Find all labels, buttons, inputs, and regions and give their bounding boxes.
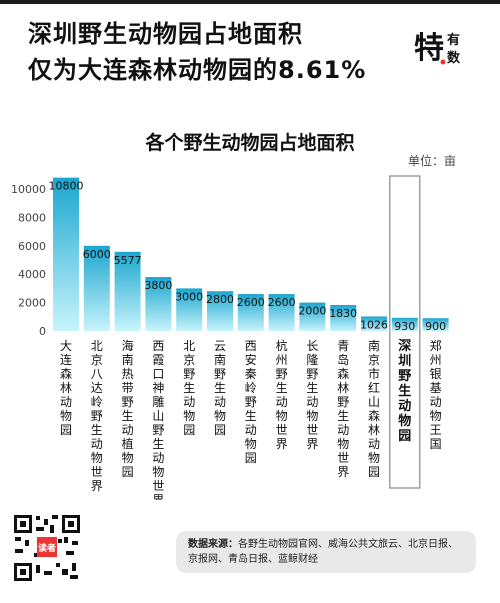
svg-text:有: 有	[447, 32, 460, 48]
bar	[268, 294, 295, 331]
y-tick-label: 10000	[11, 183, 46, 196]
bar-value-label: 3000	[175, 290, 203, 303]
source-box: 数据来源：各野生动物园官网、威海公共文旅云、北京日报、京报网、青岛日报、蓝鲸财经	[176, 531, 476, 573]
bar	[361, 316, 387, 331]
bar	[422, 318, 449, 331]
category-label: 杭州野生动物世界	[276, 338, 288, 451]
highlight-box	[389, 175, 421, 489]
y-tick-label: 8000	[18, 211, 46, 224]
brand-logo: 特 有 数	[414, 31, 461, 66]
bar-value-label: 1026	[360, 318, 388, 331]
svg-text:数: 数	[447, 50, 461, 66]
bar	[145, 277, 172, 331]
bar	[207, 291, 233, 331]
category-label: 西安秦岭野生动物园	[245, 339, 257, 465]
bar-value-label: 5577	[114, 254, 142, 267]
bar	[176, 288, 203, 331]
top-bar	[0, 0, 500, 4]
headline-line-1: 深圳野生动物园占地面积	[28, 20, 303, 48]
category-label: 大连森林动物园	[60, 339, 72, 437]
category-label: 南京市红山森林动物园	[368, 338, 380, 479]
category-label: 云南野生动物园	[214, 339, 226, 437]
bar-value-label: 930	[394, 320, 415, 333]
headline: 深圳野生动物园占地面积 仅为大连森林动物园的8.61%	[28, 16, 408, 88]
category-label: 郑州银基动物王国	[430, 338, 442, 451]
bar	[391, 317, 418, 331]
category-label: 青岛森林野生动物世界	[337, 339, 349, 479]
svg-text:特: 特	[414, 31, 444, 66]
bar-value-label: 3800	[144, 279, 172, 292]
category-label: 西霞口神雕山野生动物世界	[152, 339, 164, 500]
bar-value-label: 900	[425, 320, 446, 333]
y-tick-label: 4000	[18, 268, 46, 281]
unit-label: 单位：亩	[407, 154, 456, 168]
qr-code[interactable]: 读者	[12, 513, 82, 583]
y-tick-label: 2000	[18, 297, 46, 310]
bar-value-label: 2800	[206, 293, 234, 306]
bar	[114, 251, 141, 331]
headline-line-2: 仅为大连森林动物园的8.61%	[28, 56, 367, 84]
source-text: 各野生动物园官网、威海公共文旅云、北京日报、京报网、青岛日报、蓝鲸财经	[188, 539, 458, 565]
y-tick-label: 0	[39, 325, 46, 338]
y-tick-label: 6000	[18, 240, 46, 253]
bar-value-label: 10800	[49, 180, 84, 193]
bar-value-label: 1830	[329, 307, 357, 320]
category-label: 海南热带野生动植物园	[122, 338, 134, 479]
qr-badge: 读者	[38, 542, 56, 554]
bar-value-label: 2000	[298, 305, 326, 318]
category-label: 北京野生动物园	[183, 339, 195, 437]
bar-value-label: 2600	[237, 296, 265, 309]
bar	[237, 294, 264, 331]
source-label: 数据来源：	[188, 539, 238, 550]
category-label: 长隆野生动物世界	[306, 339, 318, 451]
category-label: 北京八达岭野生动物世界	[91, 339, 103, 493]
bar	[330, 305, 357, 331]
bar-value-label: 6000	[83, 248, 111, 261]
chart-title: 各个野生动物园占地面积	[145, 132, 355, 154]
footer: 读者 数据来源：各野生动物园官网、威海公共文旅云、北京日报、京报网、青岛日报、蓝…	[0, 505, 500, 603]
bar	[299, 302, 326, 331]
category-label: 深圳野生动物园	[398, 338, 411, 444]
bar	[53, 177, 79, 331]
bar-value-label: 2600	[268, 296, 296, 309]
bar	[83, 245, 110, 331]
